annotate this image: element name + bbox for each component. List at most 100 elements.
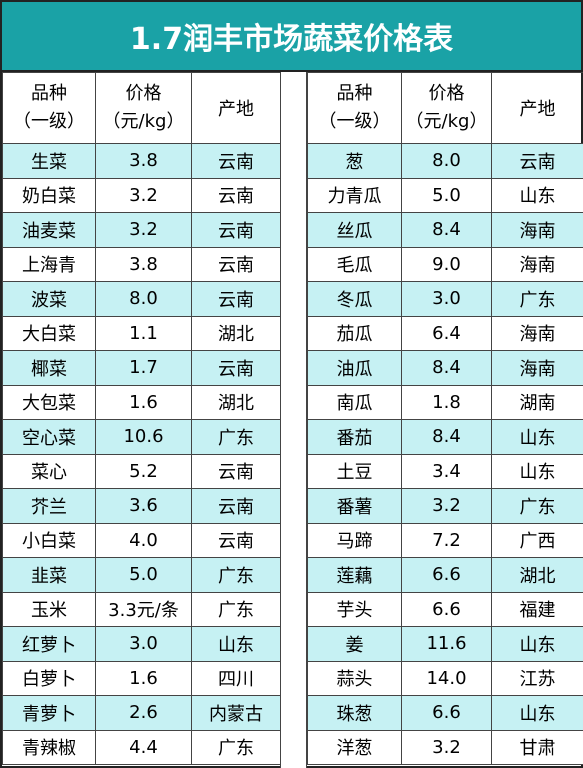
- variety-cell: 番茄: [307, 419, 402, 455]
- price-cell: 3.2: [95, 177, 192, 213]
- origin-cell: 湖北: [191, 384, 281, 420]
- table-row: 青萝卜 2.6 内蒙古: [2, 695, 281, 731]
- variety-cell: 红萝卜: [2, 626, 96, 662]
- table-row: 番茄 8.4 山东: [307, 419, 583, 455]
- variety-header-line1: 品种: [336, 83, 373, 104]
- table-row: 南瓜 1.8 湖南: [307, 384, 583, 420]
- price-header-line2: （元/kg）: [102, 111, 185, 132]
- price-cell: 1.6: [95, 660, 192, 696]
- origin-cell: 海南: [491, 212, 583, 248]
- origin-cell: 广东: [191, 557, 281, 593]
- left-price-table: 品种 （一级） 价格 （元/kg） 产地 生菜 3.8 云南 奶白菜 3.2 云南 油麦菜 3…: [2, 72, 281, 765]
- table-row: 油麦菜 3.2 云南: [2, 212, 281, 248]
- origin-cell: 江苏: [491, 660, 583, 696]
- variety-cell: 大包菜: [2, 384, 96, 420]
- price-cell: 8.4: [401, 212, 492, 248]
- variety-cell: 油瓜: [307, 350, 402, 386]
- table-row: 生菜 3.8 云南: [2, 143, 281, 179]
- price-cell: 3.0: [95, 626, 192, 662]
- price-cell: 10.6: [95, 419, 192, 455]
- price-header-line2: （元/kg）: [405, 111, 488, 132]
- origin-cell: 云南: [191, 143, 281, 179]
- table-row: 姜 11.6 山东: [307, 626, 583, 662]
- origin-cell: 广东: [191, 729, 281, 765]
- price-cell: 8.0: [95, 281, 192, 317]
- table-row: 红萝卜 3.0 山东: [2, 626, 281, 662]
- price-cell: 6.4: [401, 315, 492, 351]
- table-row: 玉米 3.3元/条 广东: [2, 591, 281, 627]
- table-row: 力青瓜 5.0 山东: [307, 177, 583, 213]
- origin-cell: 福建: [491, 591, 583, 627]
- price-cell: 3.0: [401, 281, 492, 317]
- price-cell: 1.7: [95, 350, 192, 386]
- variety-cell: 油麦菜: [2, 212, 96, 248]
- table-row: 洋葱 3.2 甘肃: [307, 729, 583, 765]
- variety-header: 品种 （一级）: [2, 72, 96, 144]
- table-row: 茄瓜 6.4 海南: [307, 315, 583, 351]
- price-cell: 3.8: [95, 143, 192, 179]
- table-row: 土豆 3.4 山东: [307, 453, 583, 489]
- variety-cell: 青萝卜: [2, 695, 96, 731]
- table-header-row: 品种 （一级） 价格 （元/kg） 产地: [307, 72, 583, 144]
- origin-cell: 山东: [491, 419, 583, 455]
- origin-cell: 云南: [191, 281, 281, 317]
- table-row: 韭菜 5.0 广东: [2, 557, 281, 593]
- table-row: 芋头 6.6 福建: [307, 591, 583, 627]
- origin-cell: 海南: [491, 246, 583, 282]
- variety-cell: 洋葱: [307, 729, 402, 765]
- table-row: 芥兰 3.6 云南: [2, 488, 281, 524]
- variety-cell: 珠葱: [307, 695, 402, 731]
- variety-cell: 椰菜: [2, 350, 96, 386]
- origin-cell: 山东: [491, 453, 583, 489]
- variety-cell: 番薯: [307, 488, 402, 524]
- origin-cell: 云南: [491, 143, 583, 179]
- origin-cell: 广东: [191, 419, 281, 455]
- origin-cell: 山东: [191, 626, 281, 662]
- origin-cell: 山东: [491, 626, 583, 662]
- variety-header-line1: 品种: [31, 83, 67, 104]
- origin-cell: 山东: [491, 177, 583, 213]
- table-row: 奶白菜 3.2 云南: [2, 177, 281, 213]
- price-cell: 3.8: [95, 246, 192, 282]
- origin-cell: 广东: [191, 591, 281, 627]
- variety-cell: 芥兰: [2, 488, 96, 524]
- table-row: 莲藕 6.6 湖北: [307, 557, 583, 593]
- price-header-line1: 价格: [125, 83, 162, 104]
- price-cell: 1.8: [401, 384, 492, 420]
- origin-header: 产地: [191, 72, 281, 144]
- variety-cell: 茄瓜: [307, 315, 402, 351]
- variety-cell: 小白菜: [2, 522, 96, 558]
- origin-cell: 云南: [191, 212, 281, 248]
- origin-cell: 云南: [191, 453, 281, 489]
- price-cell: 3.2: [95, 212, 192, 248]
- table-row: 葱 8.0 云南: [307, 143, 583, 179]
- price-cell: 1.6: [95, 384, 192, 420]
- origin-cell: 山东: [491, 695, 583, 731]
- table-row: 番薯 3.2 广东: [307, 488, 583, 524]
- price-cell: 5.0: [95, 557, 192, 593]
- table-row: 空心菜 10.6 广东: [2, 419, 281, 455]
- price-cell: 5.2: [95, 453, 192, 489]
- variety-cell: 土豆: [307, 453, 402, 489]
- variety-cell: 芋头: [307, 591, 402, 627]
- table-row: 上海青 3.8 云南: [2, 246, 281, 282]
- price-cell: 11.6: [401, 626, 492, 662]
- price-cell: 8.0: [401, 143, 492, 179]
- table-row: 珠葱 6.6 山东: [307, 695, 583, 731]
- price-cell: 4.0: [95, 522, 192, 558]
- origin-cell: 湖北: [191, 315, 281, 351]
- variety-cell: 韭菜: [2, 557, 96, 593]
- price-cell: 2.6: [95, 695, 192, 731]
- variety-cell: 菜心: [2, 453, 96, 489]
- table-row: 冬瓜 3.0 广东: [307, 281, 583, 317]
- variety-cell: 玉米: [2, 591, 96, 627]
- table-header-row: 品种 （一级） 价格 （元/kg） 产地: [2, 72, 281, 144]
- table-row: 马蹄 7.2 广西: [307, 522, 583, 558]
- origin-cell: 内蒙古: [191, 695, 281, 731]
- origin-cell: 云南: [191, 350, 281, 386]
- price-cell: 3.6: [95, 488, 192, 524]
- price-cell: 14.0: [401, 660, 492, 696]
- price-cell: 1.1: [95, 315, 192, 351]
- variety-cell: 大白菜: [2, 315, 96, 351]
